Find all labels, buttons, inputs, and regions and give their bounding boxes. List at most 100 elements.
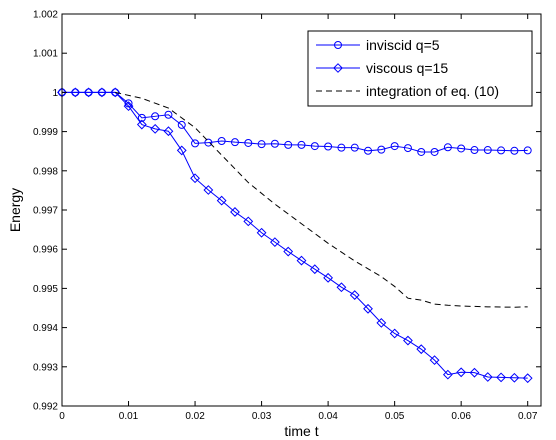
diamond-marker <box>216 195 227 206</box>
diamond-marker <box>416 344 427 355</box>
circle-marker <box>350 143 359 152</box>
legend-label: viscous q=15 <box>366 60 448 76</box>
circle-marker <box>204 138 213 147</box>
x-tick-label: 0.06 <box>451 411 471 422</box>
circle-marker <box>244 138 253 147</box>
series-line <box>62 91 528 379</box>
circle-marker <box>151 112 160 121</box>
diamond-marker <box>429 355 440 366</box>
circle-marker <box>191 139 200 148</box>
diamond-marker <box>309 264 320 275</box>
diamond-marker <box>403 335 413 346</box>
circle-marker <box>230 138 239 147</box>
circle-marker <box>177 120 186 129</box>
diamond-marker <box>230 207 240 217</box>
circle-marker <box>217 137 226 146</box>
y-tick-label: 1.001 <box>33 49 58 60</box>
circle-marker <box>483 146 492 155</box>
circle-marker <box>334 41 342 49</box>
diamond-marker <box>283 246 294 257</box>
diamond-marker <box>97 87 107 98</box>
circle-marker <box>257 140 266 149</box>
diamond-marker <box>176 145 187 156</box>
diamond-marker <box>296 255 307 266</box>
diamond-marker <box>389 328 400 339</box>
diamond-marker <box>376 317 387 328</box>
circle-marker <box>310 142 319 151</box>
circle-marker <box>284 140 293 149</box>
y-axis-label: Energy <box>7 188 23 232</box>
diamond-marker <box>522 373 533 384</box>
diamond-marker <box>336 282 347 293</box>
circle-marker <box>443 143 452 152</box>
circle-marker <box>377 145 386 154</box>
plot-content <box>57 87 533 384</box>
series-1 <box>57 87 533 384</box>
circle-marker <box>364 146 373 155</box>
legend-label: integration of eq. (10) <box>366 83 499 99</box>
diamond-marker <box>269 237 280 248</box>
diamond-marker <box>256 227 267 238</box>
diamond-marker <box>456 367 467 378</box>
diamond-marker <box>110 87 121 98</box>
y-tick-label: 1.002 <box>33 10 58 21</box>
diamond-marker <box>363 303 373 314</box>
x-axis-label: time t <box>284 423 318 439</box>
legend: inviscid q=5 viscous q=15 integration of e… <box>307 30 533 107</box>
x-tick-label: 0.02 <box>185 411 205 422</box>
y-tick-label: 0.998 <box>33 166 58 177</box>
x-tick-label: 0.03 <box>252 411 272 422</box>
axis-ticks: 0 0.01 0.02 0.03 0.04 0.05 0.06 0.07 0.992 0.993 0… <box>33 10 541 422</box>
y-tick-label: 0.993 <box>33 362 58 373</box>
circle-marker <box>470 146 479 155</box>
diamond-marker <box>243 216 254 227</box>
legend-item: inviscid q=5 <box>316 37 440 53</box>
circle-marker <box>297 140 306 149</box>
circle-marker <box>337 143 346 152</box>
circle-marker <box>417 147 426 156</box>
x-tick-label: 0.04 <box>318 411 338 422</box>
x-tick-label: 0.07 <box>518 411 538 422</box>
circle-marker <box>457 144 466 153</box>
y-tick-label: 0.999 <box>33 127 58 138</box>
diamond-marker <box>509 372 520 383</box>
diamond-marker <box>190 173 200 184</box>
circle-marker <box>137 113 146 122</box>
x-tick-label: 0.01 <box>119 411 139 422</box>
circle-marker <box>430 147 439 156</box>
diamond-marker <box>203 185 214 195</box>
circle-marker <box>510 146 519 155</box>
diamond-marker <box>349 290 360 300</box>
circle-marker <box>523 146 532 155</box>
diamond-marker <box>323 272 334 283</box>
series-2 <box>115 91 528 308</box>
diamond-marker <box>83 87 94 98</box>
legend-item: viscous q=15 <box>316 60 448 76</box>
circle-marker <box>390 142 399 151</box>
diamond-marker <box>496 372 506 383</box>
circle-marker <box>270 139 279 148</box>
circle-marker <box>497 146 506 155</box>
series-line <box>115 91 528 308</box>
diamond-marker <box>150 123 161 134</box>
y-tick-label: 0.992 <box>33 402 58 413</box>
diamond-marker <box>136 119 147 130</box>
y-tick-label: 0.997 <box>33 206 58 217</box>
diamond-marker <box>70 87 81 98</box>
legend-item: integration of eq. (10) <box>316 83 499 99</box>
legend-label: inviscid q=5 <box>366 37 440 53</box>
y-tick-label: 0.995 <box>33 284 58 295</box>
diamond-marker <box>442 369 453 380</box>
circle-marker <box>324 142 333 151</box>
x-tick-label: 0 <box>59 411 65 422</box>
y-tick-label: 1 <box>52 88 58 99</box>
diamond-marker <box>163 126 174 137</box>
diamond-marker <box>469 367 480 378</box>
diamond-marker <box>123 101 134 112</box>
diamond-marker <box>482 372 493 382</box>
circle-marker <box>164 110 173 119</box>
x-tick-label: 0.05 <box>385 411 405 422</box>
diamond-marker <box>333 63 343 73</box>
y-tick-label: 0.994 <box>33 323 58 334</box>
